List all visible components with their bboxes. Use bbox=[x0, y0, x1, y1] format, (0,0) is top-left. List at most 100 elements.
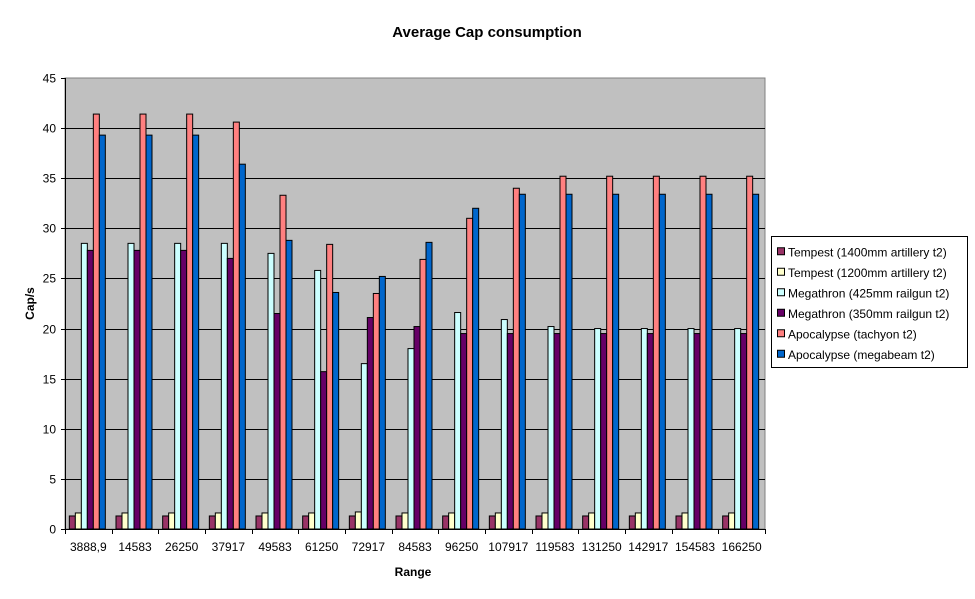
bar bbox=[535, 515, 543, 530]
bar bbox=[582, 515, 590, 530]
bar bbox=[372, 292, 380, 530]
bar bbox=[285, 239, 293, 530]
axes bbox=[61, 78, 766, 534]
bar bbox=[547, 326, 555, 530]
bar bbox=[192, 134, 200, 530]
legend-label: Tempest (1400mm artillery t2) bbox=[788, 245, 947, 259]
x-tick-label: 107917 bbox=[488, 540, 528, 554]
bar bbox=[553, 333, 561, 530]
x-tick-label: 61250 bbox=[305, 540, 339, 554]
bar bbox=[634, 512, 642, 530]
bar bbox=[320, 371, 328, 530]
x-tick-label: 26250 bbox=[165, 540, 199, 554]
bar bbox=[734, 328, 742, 530]
y-tick-label: 30 bbox=[43, 222, 57, 236]
bar bbox=[226, 257, 234, 530]
bar bbox=[699, 175, 707, 530]
bar bbox=[133, 249, 141, 530]
bar bbox=[722, 515, 730, 530]
legend-swatch bbox=[777, 288, 785, 297]
bar bbox=[740, 333, 748, 530]
legend-box bbox=[771, 236, 968, 368]
bar bbox=[86, 249, 94, 530]
bar bbox=[681, 512, 689, 530]
bar bbox=[401, 512, 409, 530]
bar bbox=[640, 328, 648, 530]
legend-swatch bbox=[777, 349, 785, 358]
x-tick-label: 142917 bbox=[628, 540, 668, 554]
bar bbox=[746, 175, 754, 530]
bar bbox=[162, 515, 170, 530]
bar bbox=[214, 512, 222, 530]
bar bbox=[500, 319, 508, 530]
y-tick-label: 15 bbox=[43, 373, 57, 387]
x-tick-label: 96250 bbox=[445, 540, 479, 554]
bar bbox=[407, 348, 415, 530]
bar bbox=[460, 333, 468, 530]
bar bbox=[612, 193, 620, 530]
bar bbox=[127, 242, 135, 530]
bar bbox=[442, 515, 450, 530]
bar bbox=[238, 163, 246, 530]
bar bbox=[208, 515, 216, 530]
bar bbox=[378, 275, 386, 530]
bar bbox=[687, 328, 695, 530]
bar bbox=[314, 269, 322, 530]
y-tick-label: 45 bbox=[43, 72, 57, 86]
chart-title: Average Cap consumption bbox=[392, 24, 581, 41]
x-tick-label: 84583 bbox=[398, 540, 432, 554]
bar bbox=[174, 242, 182, 530]
y-tick-label: 40 bbox=[43, 122, 57, 136]
bar bbox=[145, 134, 153, 530]
bar bbox=[448, 512, 456, 530]
bar bbox=[261, 512, 269, 530]
x-tick-label: 119583 bbox=[535, 540, 574, 554]
bar bbox=[332, 291, 340, 530]
bar bbox=[98, 134, 106, 530]
bar bbox=[628, 515, 636, 530]
bar bbox=[425, 241, 433, 530]
bar bbox=[454, 312, 462, 530]
x-axis-label: Range bbox=[395, 565, 432, 579]
x-tick-label: 72917 bbox=[352, 540, 386, 554]
legend-label: Tempest (1200mm artillery t2) bbox=[788, 266, 947, 280]
y-tick-label: 35 bbox=[43, 172, 57, 186]
bar bbox=[360, 363, 368, 530]
legend-swatch bbox=[777, 329, 785, 338]
y-tick-label: 20 bbox=[43, 323, 57, 337]
bar bbox=[472, 207, 480, 530]
bar bbox=[494, 512, 502, 530]
bar bbox=[705, 193, 713, 530]
x-tick-label: 37917 bbox=[212, 540, 246, 554]
bar bbox=[518, 193, 526, 530]
x-tick-label: 154583 bbox=[675, 540, 715, 554]
bar bbox=[466, 217, 474, 530]
bar bbox=[180, 249, 188, 530]
legend-swatch bbox=[777, 247, 785, 256]
bar bbox=[168, 512, 176, 530]
bar bbox=[506, 333, 514, 530]
y-axis-label: Cap/s bbox=[23, 287, 37, 320]
bar bbox=[419, 258, 427, 530]
x-tick-label: 131250 bbox=[582, 540, 622, 554]
bar bbox=[139, 113, 147, 530]
x-tick-label: 14583 bbox=[118, 540, 152, 554]
bar bbox=[395, 515, 403, 530]
bar bbox=[752, 193, 760, 530]
legend: Tempest (1400mm artillery t2) Tempest (12… bbox=[771, 236, 968, 368]
bar bbox=[559, 175, 567, 530]
bar bbox=[366, 317, 374, 530]
bar bbox=[728, 512, 736, 530]
bar bbox=[232, 121, 240, 530]
bar bbox=[565, 193, 573, 530]
y-tick-labels: 0 5 10 15 20 25 30 35 40 45 bbox=[43, 72, 57, 537]
bar bbox=[354, 511, 362, 530]
bar bbox=[74, 512, 82, 530]
bar bbox=[693, 333, 701, 530]
bar bbox=[68, 515, 76, 530]
bar bbox=[658, 193, 666, 530]
bar bbox=[326, 243, 334, 530]
x-tick-label: 3888,9 bbox=[70, 540, 107, 554]
legend-label: Apocalypse (tachyon t2) bbox=[788, 327, 917, 341]
bar bbox=[186, 113, 194, 530]
